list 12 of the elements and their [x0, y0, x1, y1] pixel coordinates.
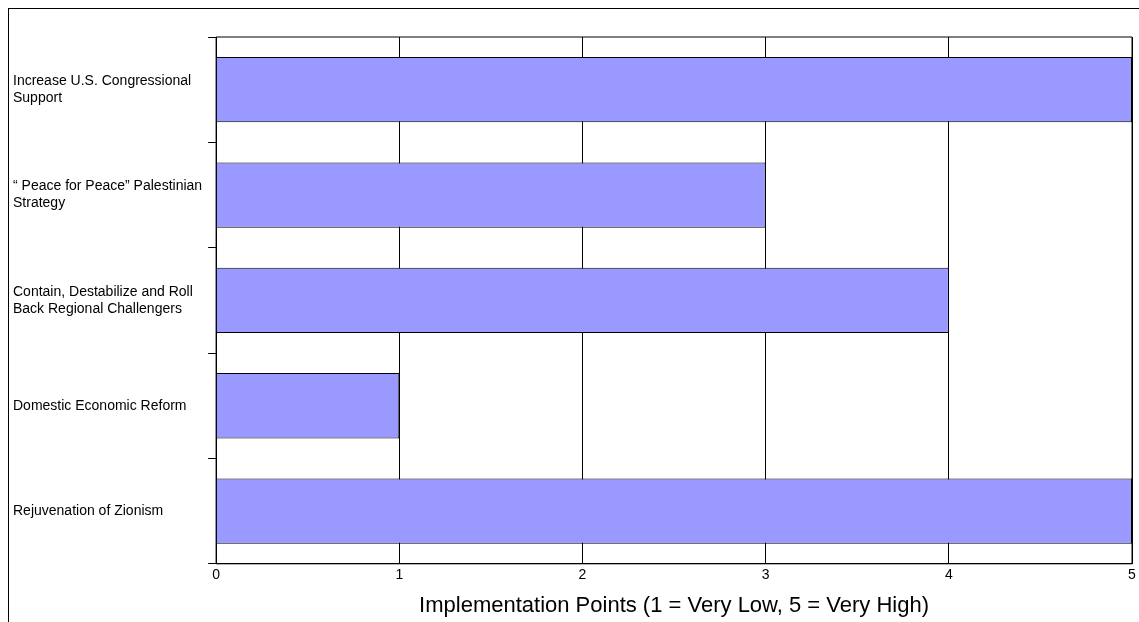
x-tick-label: 1	[395, 566, 404, 583]
x-tick-label: 5	[1128, 566, 1137, 583]
x-tick-label: 3	[761, 566, 770, 583]
x-tick-label: 2	[578, 566, 587, 583]
y-tick-label: Contain, Destabilize and Roll Back Regional Challengers	[13, 282, 193, 316]
x-tick-label: 0	[212, 566, 221, 583]
y-tick-label: Rejuvenation of Zionism	[13, 501, 164, 518]
x-axis-title: Implementation Points (1 = Very Low, 5 = Very High)	[419, 591, 930, 617]
y-tick-label: Domestic Economic Reform	[13, 396, 187, 413]
y-tick-label: “ Peace for Peace” Palestinian Strategy	[13, 177, 203, 211]
x-tick-label: 4	[944, 566, 953, 583]
y-tick-label: Increase U.S. Congressional Support	[13, 72, 192, 105]
